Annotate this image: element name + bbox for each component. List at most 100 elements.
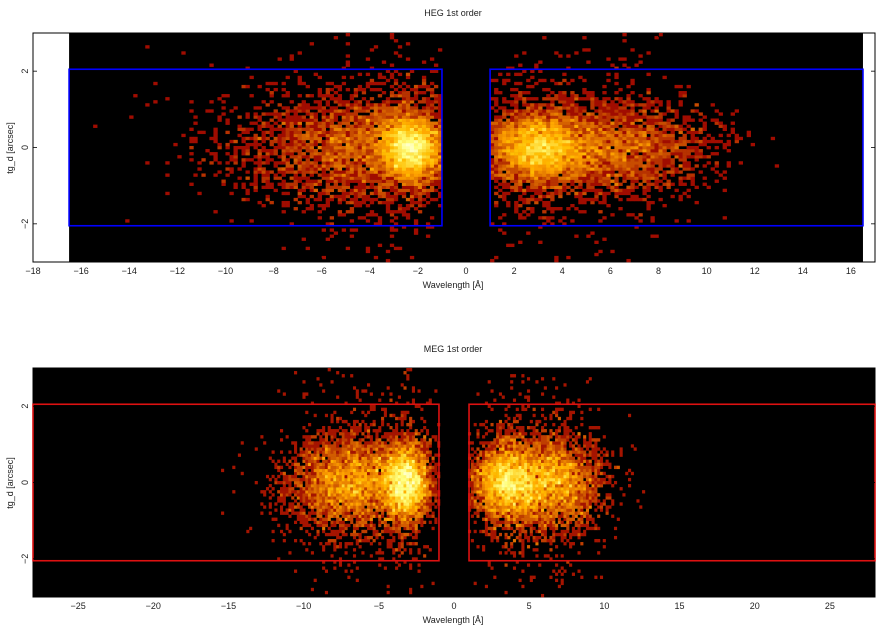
meg-event-cell (364, 535, 368, 540)
meg-event-cell (420, 511, 424, 515)
heg-event-cell (494, 191, 499, 196)
heg-event-cell (542, 200, 547, 205)
heg-event-cell (590, 197, 595, 202)
meg-event-cell (330, 502, 334, 506)
meg-event-cell (319, 542, 323, 546)
meg-event-cell (333, 490, 337, 494)
heg-event-cell (582, 149, 587, 153)
meg-event-cell (414, 502, 418, 506)
meg-event-cell (538, 529, 542, 534)
heg-event-cell (506, 158, 511, 162)
heg-event-cell (518, 142, 523, 147)
heg-event-cell (502, 97, 507, 101)
heg-event-cell (361, 170, 367, 174)
heg-event-cell (385, 149, 391, 153)
heg-event-cell (606, 158, 611, 162)
heg-event-cell (514, 155, 519, 159)
heg-event-cell (401, 176, 407, 180)
meg-event-cell (512, 538, 517, 543)
heg-event-cell (542, 152, 547, 156)
heg-event-cell (425, 145, 431, 150)
meg-event-cell (431, 581, 435, 586)
heg-event-cell (638, 155, 643, 159)
heg-event-cell (377, 106, 383, 110)
heg-x-tick-label: −8 (268, 266, 278, 276)
heg-event-cell (409, 167, 415, 171)
meg-event-cell (378, 502, 382, 506)
heg-event-cell (417, 109, 423, 113)
meg-event-cell (487, 490, 491, 494)
meg-event-cell (569, 532, 573, 537)
heg-event-cell (321, 115, 326, 119)
meg-event-cell (507, 490, 511, 494)
meg-event-cell (510, 545, 514, 549)
heg-event-cell (353, 94, 359, 98)
heg-event-cell (361, 87, 367, 92)
heg-event-cell (401, 173, 407, 177)
meg-event-cell (409, 566, 413, 570)
meg-event-cell (350, 499, 354, 503)
heg-event-cell (405, 164, 411, 168)
meg-event-cell (395, 496, 399, 500)
heg-event-cell (317, 182, 322, 186)
meg-event-cell (493, 496, 497, 500)
meg-event-cell (557, 514, 561, 518)
meg-event-cell (496, 523, 500, 528)
heg-event-cell (433, 133, 439, 138)
heg-event-cell (413, 219, 419, 223)
heg-event-cell (429, 161, 435, 165)
heg-event-cell (421, 188, 427, 193)
heg-event-cell (506, 176, 511, 180)
heg-event-cell (510, 161, 515, 165)
heg-event-cell (738, 161, 743, 165)
heg-event-cell (289, 124, 294, 128)
heg-event-cell (658, 130, 663, 135)
heg-event-cell (514, 139, 519, 144)
meg-event-cell (577, 569, 581, 573)
heg-event-cell (369, 118, 375, 122)
heg-event-cell (586, 234, 591, 238)
heg-event-cell (401, 109, 407, 113)
heg-event-cell (369, 97, 375, 101)
heg-event-cell (674, 149, 679, 153)
heg-event-cell (618, 191, 623, 196)
heg-event-cell (233, 185, 238, 190)
meg-event-cell (611, 499, 615, 503)
heg-event-cell (610, 185, 615, 190)
heg-event-cell (241, 152, 246, 156)
meg-event-cell (484, 532, 488, 537)
meg-event-cell (319, 511, 323, 515)
heg-event-cell (377, 81, 383, 86)
heg-event-cell (634, 127, 639, 132)
heg-event-cell (425, 139, 431, 144)
heg-event-cell (530, 207, 535, 211)
heg-event-cell (393, 109, 399, 113)
heg-event-cell (305, 161, 310, 165)
heg-event-cell (393, 222, 399, 226)
meg-event-cell (364, 508, 368, 512)
meg-event-cell (305, 493, 309, 497)
meg-event-cell (538, 493, 542, 497)
heg-event-cell (578, 97, 583, 101)
meg-event-cell (352, 529, 357, 534)
heg-event-cell (498, 149, 503, 153)
heg-event-cell (437, 109, 443, 113)
meg-event-cell (515, 511, 519, 515)
heg-event-cell (409, 142, 415, 147)
meg-event-cell (543, 499, 547, 503)
heg-event-cell (385, 100, 391, 104)
heg-event-cell (682, 158, 687, 162)
heg-event-cell (385, 179, 391, 183)
meg-event-cell (389, 545, 393, 549)
meg-event-cell (591, 490, 595, 494)
heg-event-cell (413, 103, 419, 107)
heg-event-cell (297, 164, 302, 168)
heg-event-cell (353, 164, 359, 168)
heg-event-cell (301, 155, 306, 159)
heg-event-cell (602, 191, 607, 196)
heg-event-cell (197, 130, 202, 135)
heg-event-cell (690, 176, 695, 180)
meg-event-cell (288, 493, 292, 497)
heg-event-cell (389, 112, 395, 116)
heg-event-cell (313, 158, 318, 162)
